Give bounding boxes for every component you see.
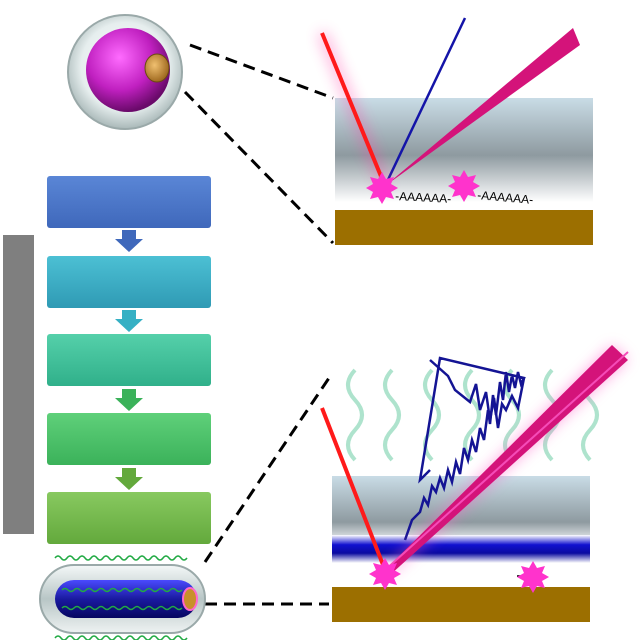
flow-step-1: [47, 176, 211, 228]
flow-arrow-1: [115, 230, 143, 252]
spectrum-trace: [403, 356, 526, 541]
bottom-sensor-panel: [320, 345, 629, 622]
flow-step-5: [47, 492, 211, 544]
flow-arrow-4: [115, 468, 143, 490]
dna-strand-label: -AAAAAA-: [477, 188, 534, 207]
fluorophore-star-icon: [366, 172, 398, 204]
flow-arrow-3: [115, 389, 143, 411]
flow-step-3: [47, 334, 211, 386]
nanorod-capsule: [39, 555, 206, 640]
fluorophore-star-icon: [448, 170, 480, 202]
top-sensor-panel: -AAAAAA- -AAAAAA-: [317, 17, 593, 245]
incident-laser-bottom: [320, 407, 387, 571]
flow-arrow-2: [115, 310, 143, 332]
incident-laser-top: [320, 32, 387, 187]
dna-strand-label: -AAAAAA-: [395, 189, 452, 206]
scattered-beam-cone: [385, 28, 580, 186]
flow-step-4: [47, 413, 211, 465]
zoom-connector-top: [183, 43, 335, 245]
fluorophore-star-icon: [517, 561, 549, 593]
flow-step-2: [47, 256, 211, 308]
side-gray-bar: [3, 235, 34, 534]
cell-illustration: [67, 14, 183, 130]
zoom-connector-bottom: [203, 377, 331, 606]
fluorophore-star-icon: [369, 558, 401, 590]
